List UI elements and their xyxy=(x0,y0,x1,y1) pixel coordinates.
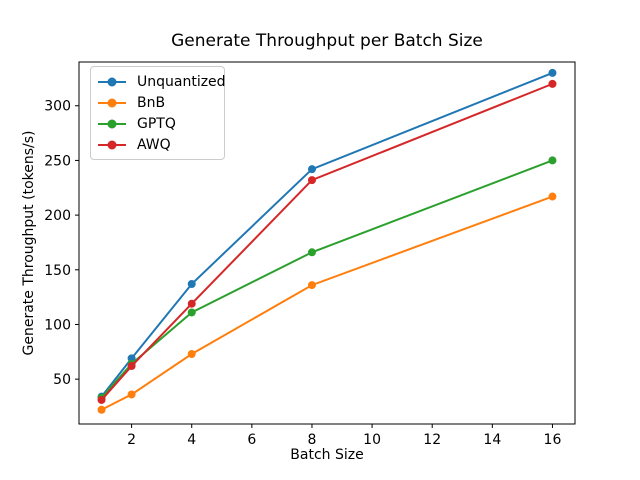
data-point-marker-awq xyxy=(548,79,557,88)
x-tick-label: 8 xyxy=(308,432,317,448)
data-point-marker-bnb xyxy=(307,281,316,290)
x-tick-label: 6 xyxy=(247,432,256,448)
series-line-bnb xyxy=(101,195,553,411)
x-tick-label: 10 xyxy=(363,432,381,448)
data-point-marker-bnb xyxy=(127,390,136,399)
data-point-marker-gptq xyxy=(187,308,196,317)
data-point-marker-unquantized xyxy=(127,354,136,363)
data-point-marker-awq xyxy=(307,176,316,185)
x-tick-label: 4 xyxy=(187,432,196,448)
legend-entry-bnb: BnB xyxy=(97,92,216,113)
y-tick-label: 200 xyxy=(44,208,71,224)
y-axis-label: Generate Throughput (tokens/s) xyxy=(21,130,37,356)
x-tick-label: 12 xyxy=(423,432,441,448)
y-tick-label: 100 xyxy=(44,317,71,333)
y-tick-label: 300 xyxy=(44,99,71,115)
legend-label: Unquantized xyxy=(137,73,226,90)
data-point-marker-bnb xyxy=(548,192,557,201)
legend-swatch-icon xyxy=(98,98,126,107)
x-tick-label: 14 xyxy=(483,432,501,448)
data-point-marker-bnb xyxy=(97,405,106,414)
legend-entry-gptq: GPTQ xyxy=(97,113,216,134)
chart-title: Generate Throughput per Batch Size xyxy=(171,31,483,51)
x-tick-label: 2 xyxy=(127,432,136,448)
data-point-marker-gptq xyxy=(548,156,557,165)
legend-swatch-icon xyxy=(98,77,126,86)
legend: Unquantized BnB GPTQ AWQ xyxy=(90,66,226,160)
y-tick-label: 250 xyxy=(44,153,71,169)
data-point-marker-unquantized xyxy=(548,68,557,77)
data-point-marker-gptq xyxy=(307,248,316,257)
y-tick-label: 50 xyxy=(53,372,71,388)
data-point-marker-unquantized xyxy=(307,165,316,174)
legend-label: AWQ xyxy=(137,136,171,153)
data-point-marker-bnb xyxy=(187,350,196,359)
legend-entry-awq: AWQ xyxy=(97,134,216,155)
legend-swatch-icon xyxy=(98,140,126,149)
x-tick-label: 16 xyxy=(544,432,562,448)
data-point-marker-unquantized xyxy=(187,280,196,289)
data-point-marker-awq xyxy=(187,299,196,308)
legend-swatch-icon xyxy=(98,119,126,128)
data-point-marker-awq xyxy=(127,362,136,371)
legend-label: GPTQ xyxy=(137,115,176,132)
axes-spines xyxy=(78,61,576,425)
y-tick-label: 150 xyxy=(44,263,71,279)
legend-entry-unquantized: Unquantized xyxy=(97,71,226,92)
data-point-marker-awq xyxy=(97,395,106,404)
x-axis-label: Batch Size xyxy=(290,447,364,463)
legend-label: BnB xyxy=(137,94,166,111)
